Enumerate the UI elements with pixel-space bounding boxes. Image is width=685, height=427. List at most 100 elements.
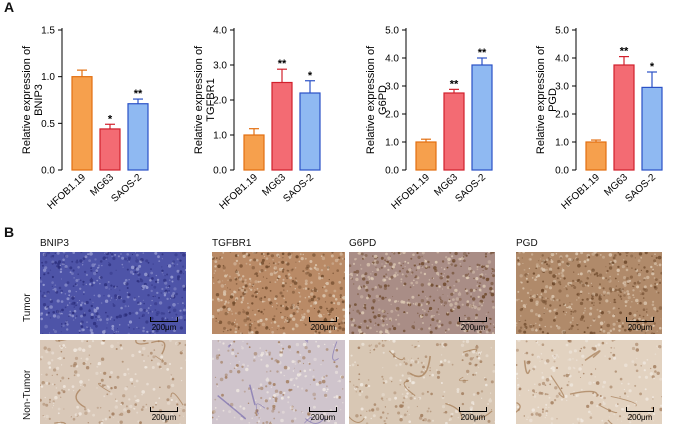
ihc-column-label: G6PD [349,238,377,249]
scale-bar: 200μm [620,317,660,332]
ihc-micrograph [349,252,495,334]
bar-hfob1-19 [71,76,93,171]
y-tick-label: 5.0 [385,26,399,37]
y-tick-label: 0.0 [555,166,569,177]
y-tick-label: 2.0 [213,96,227,107]
y-tick-label: 0.0 [213,166,227,177]
y-axis-label-line-1: Relative expression of [21,45,33,154]
y-tick-label: 2.0 [385,110,399,121]
error-bar [105,123,115,129]
significance-marker: * [108,113,113,125]
scale-bar-line [459,407,487,412]
bar-hfob1-19 [415,141,437,171]
ihc-column-label: PGD [516,238,538,249]
y-tick-label: 3.0 [385,82,399,93]
bar-hfob1-19 [243,134,265,171]
significance-marker: ** [134,88,143,100]
error-bar [77,69,87,77]
ihc-row-label: Non-Tumor [22,369,33,420]
ihc-column-label: TGFBR1 [212,238,252,249]
scale-bar-label: 200μm [310,413,336,422]
ihc-image-tile: 200μm [212,252,345,334]
error-bar [449,88,459,93]
ihc-image-tile: 200μm [349,252,495,334]
significance-marker: ** [620,46,629,58]
x-tick-label: SAOS-2 [453,172,488,205]
y-axis-label-line-2: G6PD [377,85,389,115]
y-axis-label-line-1: Relative expression of [365,45,377,154]
scale-bar-line [150,317,178,322]
ihc-column-label: BNIP3 [40,238,69,249]
ihc-image-tile: 200μm [40,340,186,424]
ihc-image-tile: 200μm [349,340,495,424]
bar-mg63 [271,81,293,171]
bar-saos-2 [299,92,321,171]
bar-mg63 [99,128,121,171]
chart-1: Relative expression of BNIP3 0.0 0.5 1.0 1.5 H… [21,26,149,212]
bar-saos-2 [127,103,149,171]
scale-bar-line [626,407,654,412]
scale-bar: 200μm [303,317,343,332]
scale-bar-label: 200μm [151,413,177,422]
ihc-image-tile: 200μm [212,340,345,424]
scale-bar: 200μm [453,407,493,422]
x-tick-label: HFOB1.19 [218,172,261,212]
y-tick-label: 1.0 [213,131,227,142]
scale-bar-line [309,407,337,412]
y-axis-label-line-2: TGFBR1 [205,78,217,121]
ihc-image-tile: 200μm [516,252,662,334]
y-tick-label: 0.0 [41,166,55,177]
y-tick-label: 0.0 [385,166,399,177]
chart-2: Relative expression of TGFBR1 0.0 1.0 2.0 3.0… [193,26,321,212]
y-tick-label: 1.5 [41,26,55,37]
x-tick-label: HFOB1.19 [560,172,603,212]
significance-marker: ** [278,58,287,70]
bar-mg63 [443,92,465,171]
ihc-micrograph [212,340,345,424]
y-axis-label-line-2: PGD [547,88,559,112]
bar-hfob1-19 [585,141,607,171]
scale-bar-label: 200μm [310,323,336,332]
y-tick-label: 4.0 [213,26,227,37]
scale-bar-line [626,317,654,322]
y-tick-label: 5.0 [555,26,569,37]
scale-bar: 200μm [453,317,493,332]
ihc-row-label: Tumor [22,293,33,322]
y-tick-label: 1.0 [41,72,55,83]
y-tick-label: 1.0 [385,138,399,149]
y-tick-label: 4.0 [555,54,569,65]
x-tick-label: HFOB1.19 [390,172,433,212]
y-tick-label: 0.5 [41,119,55,130]
ihc-image-tile: 200μm [516,340,662,424]
error-bar [591,139,601,142]
significance-marker: ** [478,47,487,59]
x-tick-label: SAOS-2 [281,172,316,205]
x-tick-label: SAOS-2 [623,172,658,205]
chart-4: Relative expression of PGD 0.0 1.0 2.0 3.0 4.0… [535,26,663,212]
y-tick-label: 1.0 [555,138,569,149]
scale-bar-line [309,317,337,322]
y-tick-label: 3.0 [555,82,569,93]
y-tick-label: 4.0 [385,54,399,65]
error-bar [477,57,487,65]
y-axis-label-line-2: BNIP3 [33,84,45,116]
ihc-micrograph [40,252,186,334]
bar-saos-2 [471,64,493,171]
scale-bar-label: 200μm [460,323,486,332]
x-tick-label: SAOS-2 [109,172,144,205]
ihc-image-tile: 200μm [40,252,186,334]
ihc-micrograph [212,252,345,334]
y-tick-label: 3.0 [213,61,227,72]
panel-b-letter: B [4,224,15,240]
panel-a-letter: A [4,0,15,15]
scale-bar-label: 200μm [627,323,653,332]
y-axis-label-line-1: Relative expression of [535,45,547,154]
error-bar [421,138,431,142]
scale-bar-line [150,407,178,412]
significance-marker: * [650,61,655,73]
scale-bar-label: 200μm [151,323,177,332]
scale-bar: 200μm [303,407,343,422]
x-tick-label: HFOB1.19 [46,172,89,212]
error-bar [619,55,629,65]
scale-bar-line [459,317,487,322]
